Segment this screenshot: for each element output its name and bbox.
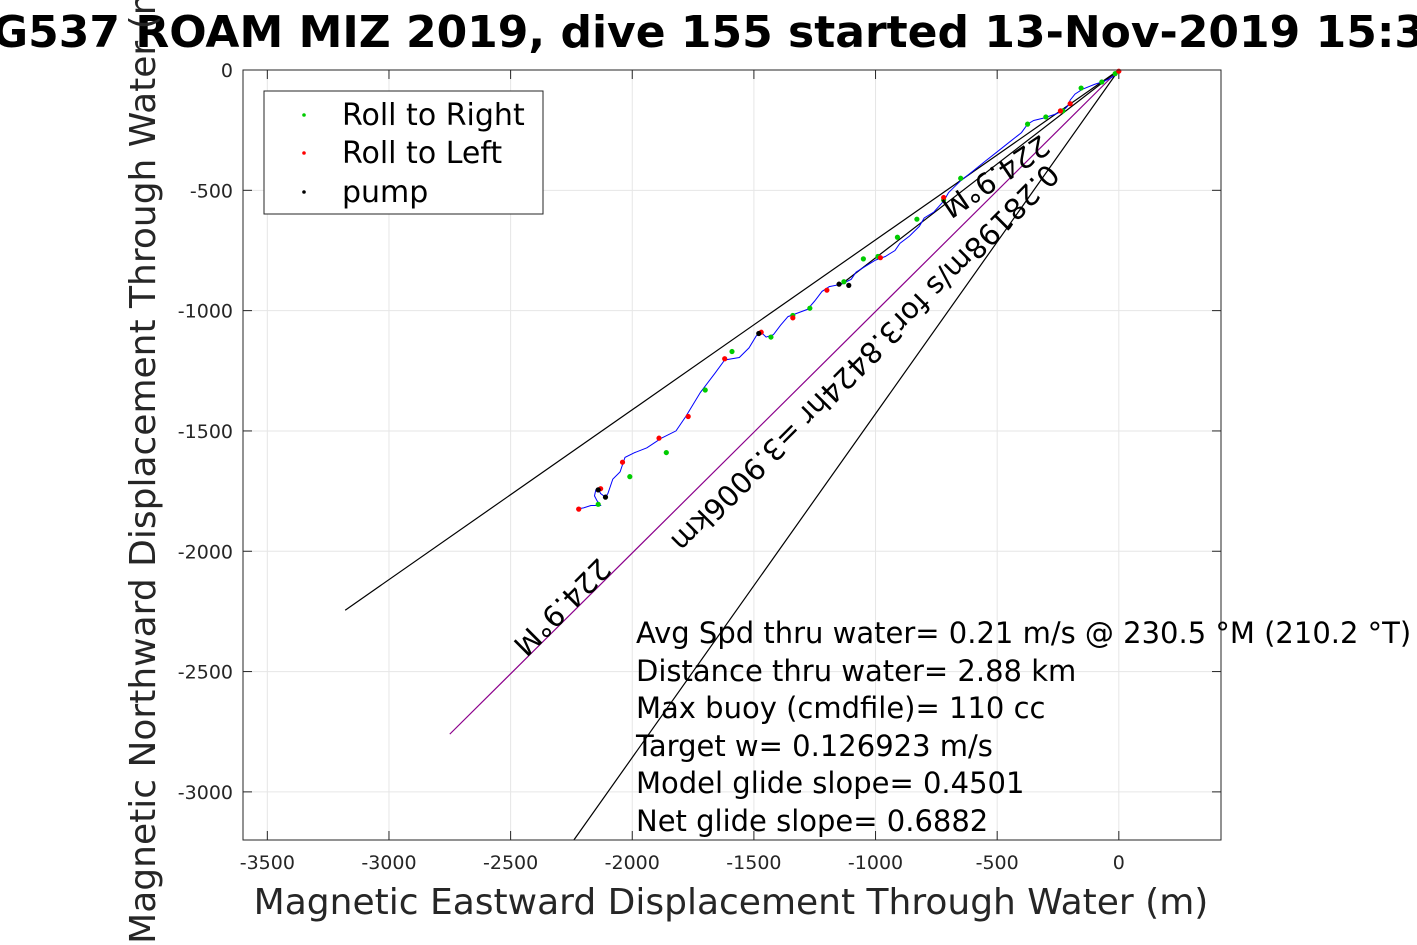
- x-tick-label: -3000: [361, 852, 416, 874]
- y-tick-label: -500: [190, 180, 233, 202]
- roll-right-point: [729, 348, 735, 355]
- roll-right-point: [1024, 121, 1031, 127]
- reference-lines: [344, 69, 1120, 841]
- info-line: Target w= 0.126923 m/s: [635, 729, 993, 763]
- x-tick-label: -1500: [726, 852, 781, 874]
- roll-left-point: [619, 459, 626, 465]
- envelope-line-upper: [344, 69, 1120, 611]
- data-points: [576, 68, 1122, 512]
- y-axis-label: Magnetic Northward Displacement Through …: [123, 0, 164, 944]
- info-line: Net glide slope= 0.6882: [636, 804, 988, 838]
- heading-line: [449, 69, 1120, 735]
- pump-point: [595, 487, 601, 493]
- roll-left-point: [685, 413, 691, 420]
- info-line: Distance thru water= 2.88 km: [636, 654, 1076, 688]
- y-tick-label: -3000: [178, 782, 233, 804]
- y-tick-label: -2000: [178, 541, 233, 563]
- legend: Roll to Right Roll to Left pump: [263, 90, 544, 215]
- legend-box: [263, 90, 544, 215]
- legend-label: pump: [342, 175, 428, 210]
- y-tick-label: 0: [221, 60, 233, 82]
- roll-left-point: [1067, 101, 1073, 107]
- x-axis-label: Magnetic Eastward Displacement Through W…: [254, 882, 1209, 923]
- legend-marker-roll-left: [302, 151, 306, 155]
- y-axis-ticks: 0 -500 -1000 -1500 -2000 -2500 -3000: [178, 60, 1221, 804]
- x-tick-label: -500: [976, 852, 1019, 874]
- legend-marker-roll-right: [302, 113, 306, 117]
- roll-right-point: [702, 387, 708, 393]
- legend-label: Roll to Left: [342, 136, 502, 171]
- x-tick-label: -2500: [483, 852, 538, 874]
- dive-track-line: [576, 69, 1120, 510]
- info-line: Max buoy (cmdfile)= 110 cc: [636, 691, 1045, 725]
- y-tick-label: -2500: [178, 662, 233, 684]
- roll-left-point: [1116, 68, 1122, 74]
- roll-left-point: [790, 315, 796, 321]
- roll-left-point: [576, 506, 582, 512]
- pump-point: [756, 330, 762, 337]
- pump-point: [836, 281, 842, 287]
- info-box: Avg Spd thru water= 0.21 m/s @ 230.5 °M …: [635, 616, 1411, 838]
- roll-right-point: [1043, 114, 1049, 120]
- y-tick-label: -1000: [178, 301, 233, 323]
- x-tick-label: -3500: [240, 852, 295, 874]
- envelope-line-lower: [573, 69, 1120, 841]
- roll-left-point: [877, 255, 884, 261]
- y-tick-label: -1500: [178, 421, 233, 443]
- pump-point: [846, 282, 852, 288]
- roll-left-point: [824, 287, 830, 293]
- plot-frame: [242, 69, 1222, 841]
- roll-left-point: [656, 435, 662, 441]
- chart-title: SG537 ROAM MIZ 2019, dive 155 started 13…: [0, 7, 1417, 58]
- x-tick-label: -2000: [605, 852, 660, 874]
- roll-right-point: [595, 501, 601, 507]
- roll-right-point: [1099, 79, 1105, 85]
- net-track-line: [841, 69, 1120, 285]
- roll-right-point: [841, 279, 847, 285]
- info-line: Model glide slope= 0.4501: [636, 766, 1024, 800]
- roll-left-point: [722, 356, 728, 362]
- roll-right-point: [1078, 85, 1084, 91]
- legend-marker-pump: [302, 190, 306, 194]
- x-tick-label: -1000: [848, 852, 903, 874]
- roll-right-point: [860, 256, 866, 262]
- roll-right-point: [914, 216, 920, 222]
- roll-right-point: [958, 175, 964, 181]
- roll-right-point: [768, 334, 774, 340]
- roll-right-point: [894, 234, 901, 240]
- roll-left-point: [941, 194, 947, 201]
- legend-label: Roll to Right: [342, 98, 525, 133]
- roll-left-point: [1057, 108, 1064, 114]
- roll-right-point: [807, 305, 813, 311]
- x-tick-label: 0: [1113, 852, 1125, 874]
- roll-right-point: [627, 474, 633, 480]
- roll-right-point: [663, 449, 669, 456]
- info-line: Avg Spd thru water= 0.21 m/s @ 230.5 °M …: [636, 616, 1411, 650]
- pump-point: [602, 494, 609, 500]
- x-axis-ticks: -3500 -3000 -2500 -2000 -1500 -1000 -500 0: [240, 70, 1125, 874]
